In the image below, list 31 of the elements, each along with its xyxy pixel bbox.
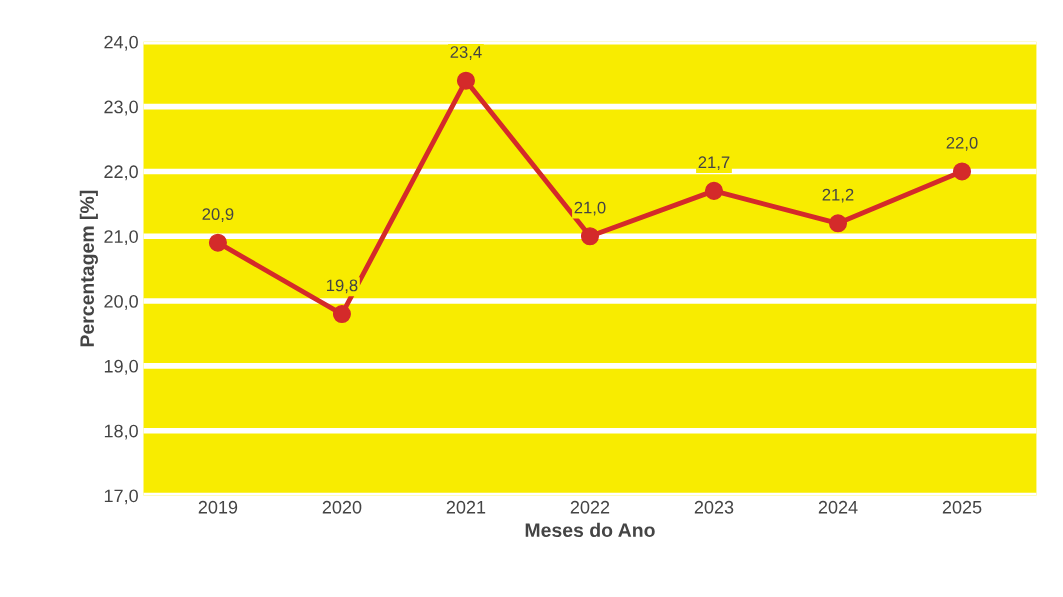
x-tick-label: 2023	[694, 500, 734, 514]
y-tick-label: 19,0	[104, 359, 138, 375]
data-label: 19,8	[326, 279, 358, 294]
x-tick-label: 2024	[818, 500, 858, 514]
data-label: 21,2	[822, 188, 854, 203]
point	[208, 233, 227, 252]
data-label: 21,0	[574, 201, 606, 216]
x-tick-label: 2022	[570, 500, 610, 514]
y-tick-label: 18,0	[104, 424, 138, 440]
x-tick-label: 2025	[942, 500, 982, 514]
x-tick-label: 2021	[446, 500, 486, 514]
point	[952, 162, 972, 181]
point	[828, 214, 848, 233]
x-axis-title: Meses do Ano	[525, 522, 655, 538]
y-tick-label: 22,0	[104, 165, 138, 181]
x-tick-label: 2020	[322, 500, 362, 514]
point	[456, 71, 475, 90]
y-tick-label: 20,0	[104, 294, 138, 310]
data-label: 23,4	[450, 46, 482, 60]
x-tick-label: 2019	[198, 500, 238, 514]
y-tick-label: 21,0	[104, 230, 138, 246]
y-axis-title: Percentagem [%]	[79, 190, 98, 347]
point	[704, 181, 724, 200]
data-label: 21,7	[698, 156, 730, 171]
y-tick-label: 23,0	[104, 100, 138, 116]
point	[580, 227, 599, 246]
y-tick-label: 24,0	[104, 35, 138, 51]
point	[332, 304, 351, 324]
data-label: 22,0	[946, 136, 978, 151]
y-tick-label: 17,0	[104, 489, 138, 505]
data-label: 20,9	[202, 208, 234, 222]
